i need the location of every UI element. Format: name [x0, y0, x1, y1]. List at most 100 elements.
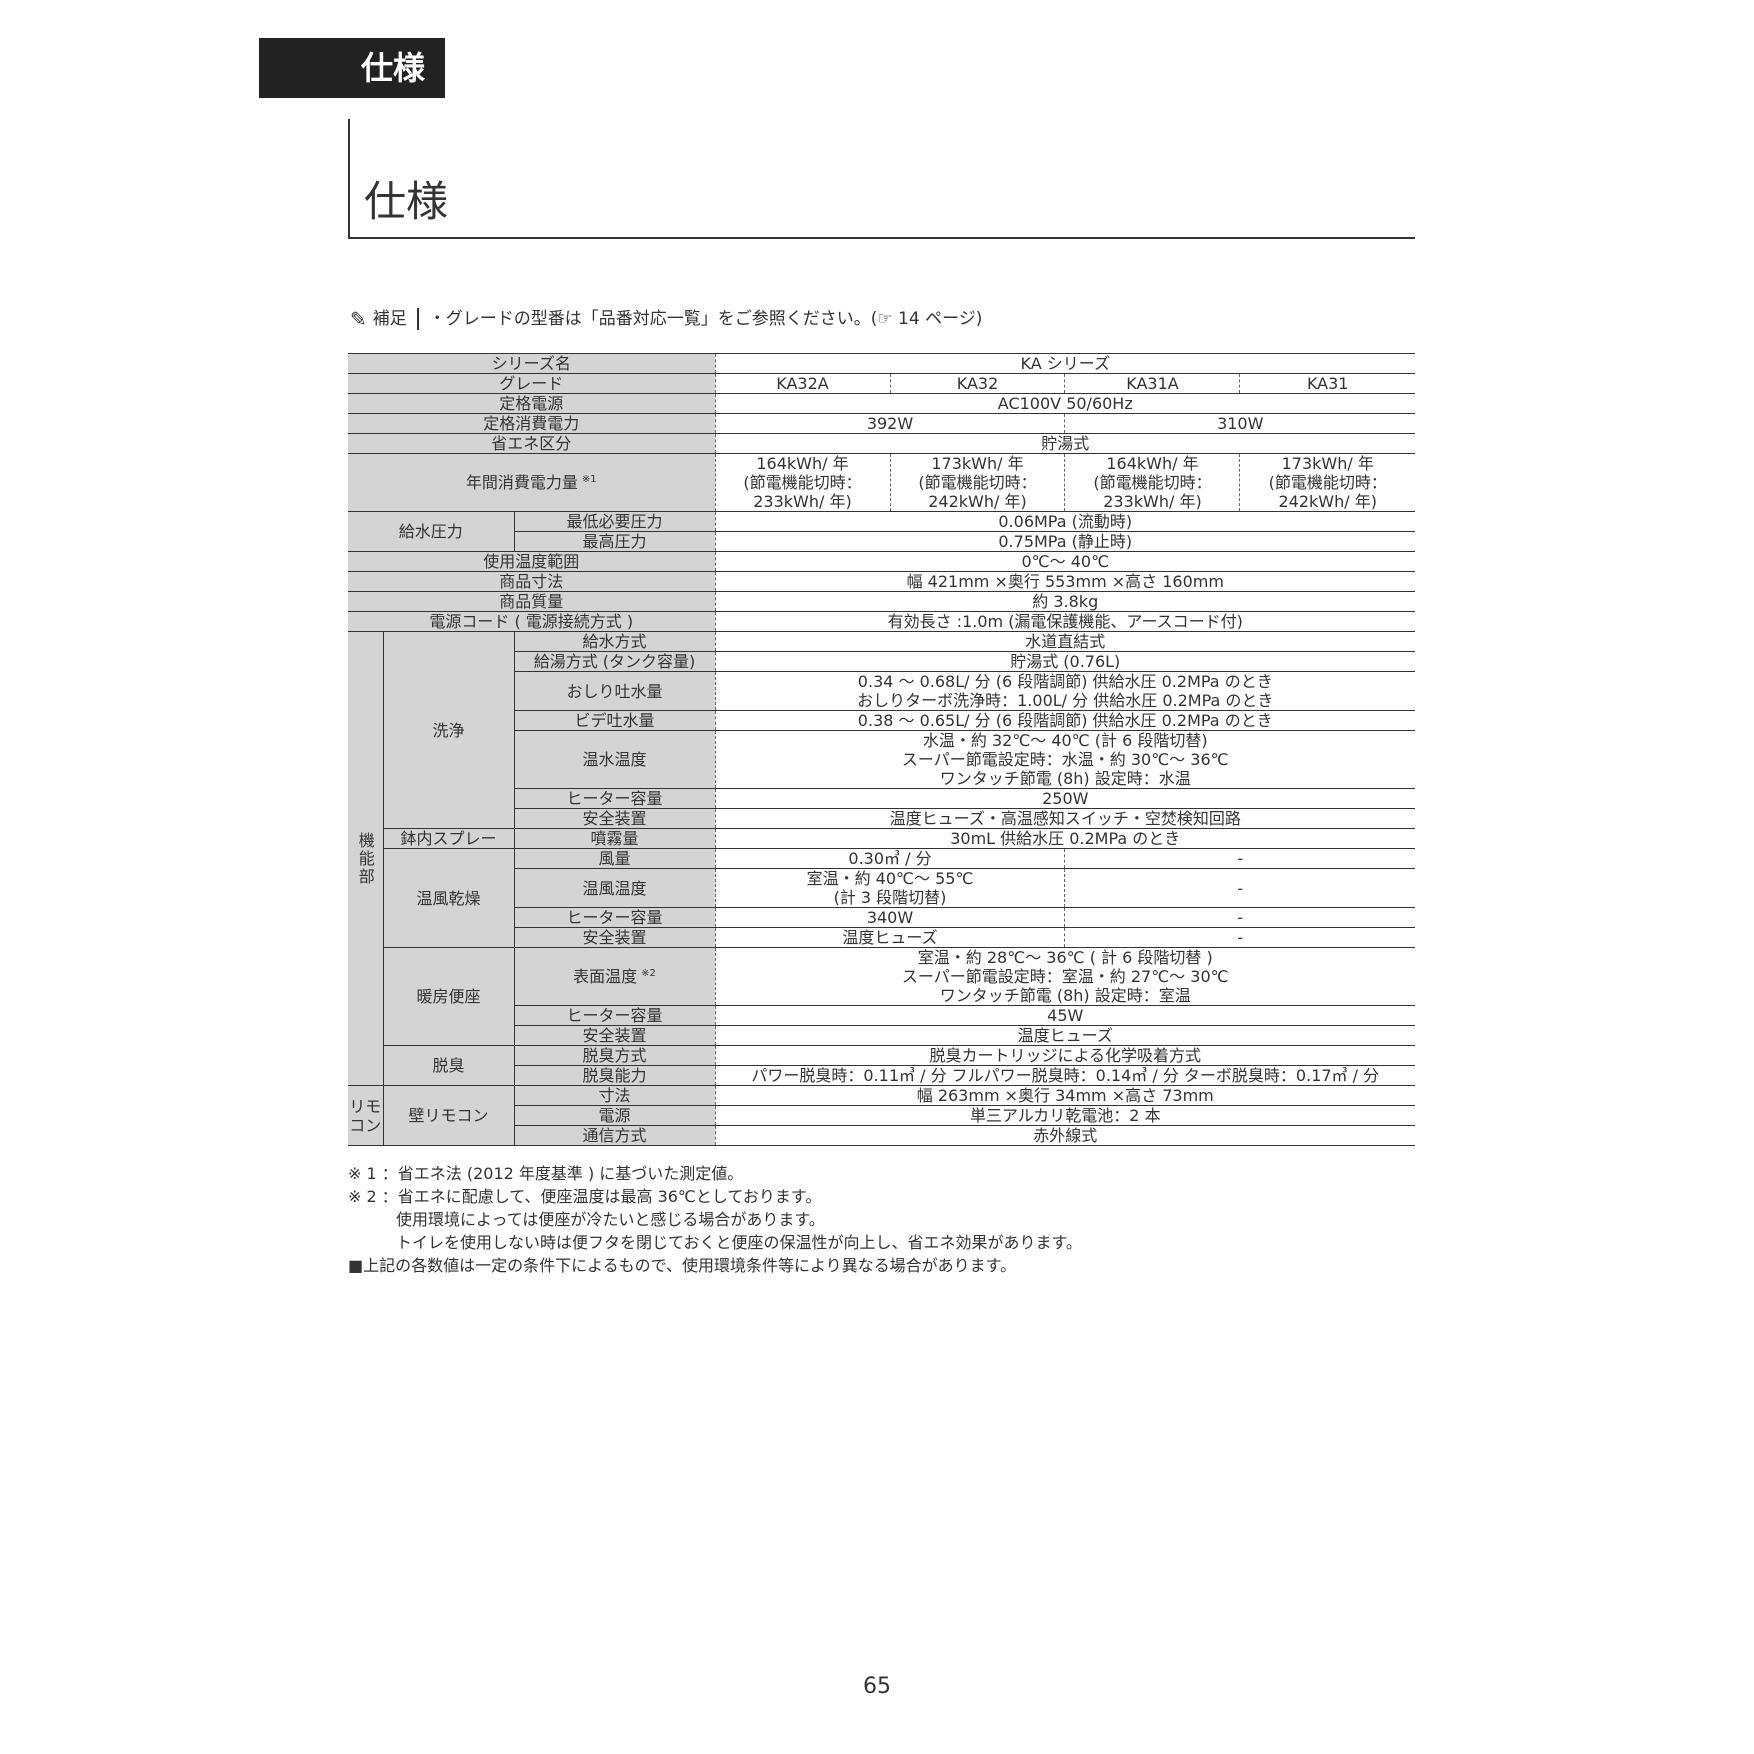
- table-row: ヒーター容量 45W: [348, 1005, 1415, 1026]
- value-cell: 有効長さ :1.0m (漏電保護機能、アースコード付): [714, 611, 1415, 632]
- item-label: 脱臭能力: [514, 1065, 716, 1086]
- value-cell: KA32A: [714, 373, 890, 394]
- value-cell: 単三アルカリ乾電池：2 本: [714, 1105, 1415, 1126]
- table-row: 給水圧力 最低必要圧力 0.06MPa (流動時): [348, 511, 1415, 552]
- value-cell: 0.75MPa (静止時): [714, 531, 1415, 552]
- value-cell: 幅 263mm ×奥行 34mm ×高さ 73mm: [714, 1085, 1415, 1106]
- value-cell: KA31A: [1064, 373, 1240, 394]
- item-label-text: 脱臭能力: [582, 1066, 647, 1085]
- supplement-note: ✎ 補足 ・グレードの型番は「品番対応一覧」をご参照ください。(☞ 14 ページ…: [350, 306, 982, 332]
- footnotes: ※ 1 ：省エネ法 (2012 年度基準 ) に基づいた測定値。 ※ 2 ：省エ…: [348, 1162, 1415, 1277]
- value-cell: 温度ヒューズ: [714, 927, 1065, 948]
- value-cell: 173kWh/ 年 (節電機能切時： 242kWh/ 年): [889, 453, 1065, 512]
- supplement-text: ・グレードの型番は「品番対応一覧」をご参照ください。(☞ 14 ページ): [428, 309, 983, 329]
- item-label-text: 給湯方式 (タンク容量): [533, 652, 696, 671]
- section-label: 鉢内スプレー: [383, 828, 515, 849]
- group-label: 機能部: [348, 631, 384, 1086]
- item-label: ヒーター容量: [514, 1005, 716, 1026]
- value-cell: 幅 421mm ×奥行 553mm ×高さ 160mm: [714, 571, 1415, 592]
- item-label: 脱臭方式: [514, 1045, 716, 1066]
- item-label: 給水方式: [514, 631, 716, 652]
- footnote-1: ※ 1 ：省エネ法 (2012 年度基準 ) に基づいた測定値。: [348, 1164, 744, 1183]
- section-label: 給水圧力: [348, 511, 515, 552]
- item-label-text: 脱臭方式: [582, 1046, 647, 1065]
- item-label-text: 安全装置: [582, 809, 647, 828]
- value-cell: 45W: [714, 1005, 1415, 1026]
- value-cell: パワー脱臭時：0.11㎥ / 分 フルパワー脱臭時：0.14㎥ / 分 ターボ脱…: [714, 1065, 1415, 1086]
- item-label: 電源: [514, 1105, 716, 1126]
- section-label: 壁リモコン: [383, 1085, 515, 1146]
- row-label: 定格電源: [348, 393, 716, 414]
- row-label-text: 定格消費電力: [483, 414, 580, 433]
- table-row: 鉢内スプレー 噴霧量 30mL 供給水圧 0.2MPa のとき: [348, 828, 1415, 849]
- value-cell: 約 3.8kg: [714, 591, 1415, 612]
- item-label: ヒーター容量: [514, 907, 716, 928]
- table-row: グレード KA32A KA32 KA31A KA31: [348, 373, 1415, 394]
- value-cell: 室温・約 40℃～ 55℃ (計 3 段階切替): [714, 868, 1065, 908]
- item-label: 風量: [514, 848, 716, 869]
- value-cell: 0.38 ～ 0.65L/ 分 (6 段階調節) 供給水圧 0.2MPa のとき: [714, 710, 1415, 731]
- row-label: 使用温度範囲: [348, 551, 716, 572]
- value-cell: 貯湯式: [714, 433, 1415, 454]
- pencil-icon: ✎: [350, 307, 367, 331]
- item-label-text: 風量: [598, 849, 631, 868]
- value-cell: -: [1064, 848, 1415, 869]
- item-label: 安全装置: [514, 927, 716, 948]
- item-label: 最高圧力: [514, 531, 716, 552]
- row-label: 商品質量: [348, 591, 716, 612]
- item-label-text: 温風温度: [582, 878, 647, 898]
- item-label-text: 給水方式: [582, 632, 647, 651]
- row-label-text: 省エネ区分: [491, 434, 572, 453]
- item-label-text: 通信方式: [582, 1126, 647, 1145]
- value-cell: 173kWh/ 年 (節電機能切時： 242kWh/ 年): [1239, 453, 1415, 512]
- table-row: 最高圧力 0.75MPa (静止時): [348, 531, 1415, 552]
- row-label-text: 商品寸法: [499, 572, 564, 591]
- value-cell: KA32: [889, 373, 1065, 394]
- value-cell: KA シリーズ: [714, 353, 1415, 374]
- page-number: 65: [863, 1674, 891, 1699]
- item-label: 温風温度: [514, 868, 716, 908]
- row-label: 省エネ区分: [348, 433, 716, 454]
- item-label: 最低必要圧力: [514, 511, 716, 532]
- value-cell: 250W: [714, 788, 1415, 809]
- page-title: 仕様: [364, 177, 449, 226]
- table-row: シリーズ名 KA シリーズ: [348, 353, 1415, 374]
- table-row: 商品寸法 幅 421mm ×奥行 553mm ×高さ 160mm: [348, 571, 1415, 592]
- table-row: 定格電源 AC100V 50/60Hz: [348, 393, 1415, 414]
- item-label: 給湯方式 (タンク容量): [514, 651, 716, 672]
- table-row: 温風温度 室温・約 40℃～ 55℃ (計 3 段階切替) -: [348, 868, 1415, 908]
- table-row: 商品質量 約 3.8kg: [348, 591, 1415, 612]
- value-cell: 164kWh/ 年 (節電機能切時： 233kWh/ 年): [714, 453, 890, 512]
- row-label-text: グレード: [499, 374, 564, 393]
- table-row: 安全装置 温度ヒューズ: [348, 1025, 1415, 1046]
- item-label: おしり吐水量: [514, 671, 716, 711]
- item-label-text: ヒーター容量: [566, 789, 663, 808]
- value-cell: -: [1064, 868, 1415, 908]
- row-label-text: シリーズ名: [491, 354, 571, 373]
- item-label-text: 寸法: [598, 1086, 631, 1105]
- value-cell: 30mL 供給水圧 0.2MPa のとき: [714, 828, 1415, 849]
- row-label: グレード: [348, 373, 716, 394]
- item-label-text: 最高圧力: [582, 532, 647, 551]
- table-row: おしり吐水量 0.34 ～ 0.68L/ 分 (6 段階調節) 供給水圧 0.2M…: [348, 671, 1415, 711]
- value-cell: 赤外線式: [714, 1125, 1415, 1146]
- table-row: 電源 単三アルカリ乾電池：2 本: [348, 1105, 1415, 1126]
- item-label: 安全装置: [514, 1025, 716, 1046]
- footnote-2-line-2: 使用環境によっては便座が冷たいと感じる場合があります。: [396, 1210, 825, 1229]
- table-row: 年間消費電力量 ※1 164kWh/ 年 (節電機能切時： 233kWh/ 年) 17…: [348, 453, 1415, 512]
- table-row: 温風乾燥 風量 0.30㎥ / 分-: [348, 848, 1415, 948]
- item-label-text: 最低必要圧力: [566, 512, 663, 531]
- table-row: 暖房便座 表面温度 ※2 室温・約 28℃～ 36℃ ( 計 6 段階切替 ) スーパ…: [348, 947, 1415, 1046]
- value-cell: 水道直結式: [714, 631, 1415, 652]
- value-cell: 温度ヒューズ: [714, 1025, 1415, 1046]
- group-label: リモ コン: [348, 1085, 384, 1146]
- item-label-text: 電源: [598, 1106, 631, 1125]
- table-row: ビデ吐水量 0.38 ～ 0.65L/ 分 (6 段階調節) 供給水圧 0.2MP…: [348, 710, 1415, 731]
- footnote-2: ※ 2 ：省エネに配慮して、便座温度は最高 36℃としております。: [348, 1187, 822, 1206]
- row-label: 商品寸法: [348, 571, 716, 592]
- item-label: ヒーター容量: [514, 788, 716, 809]
- item-label: 寸法: [514, 1085, 716, 1106]
- item-label: ビデ吐水量: [514, 710, 716, 731]
- value-cell: -: [1064, 927, 1415, 948]
- table-row: 機能部 洗浄 給水方式 水道直結式: [348, 631, 1415, 1086]
